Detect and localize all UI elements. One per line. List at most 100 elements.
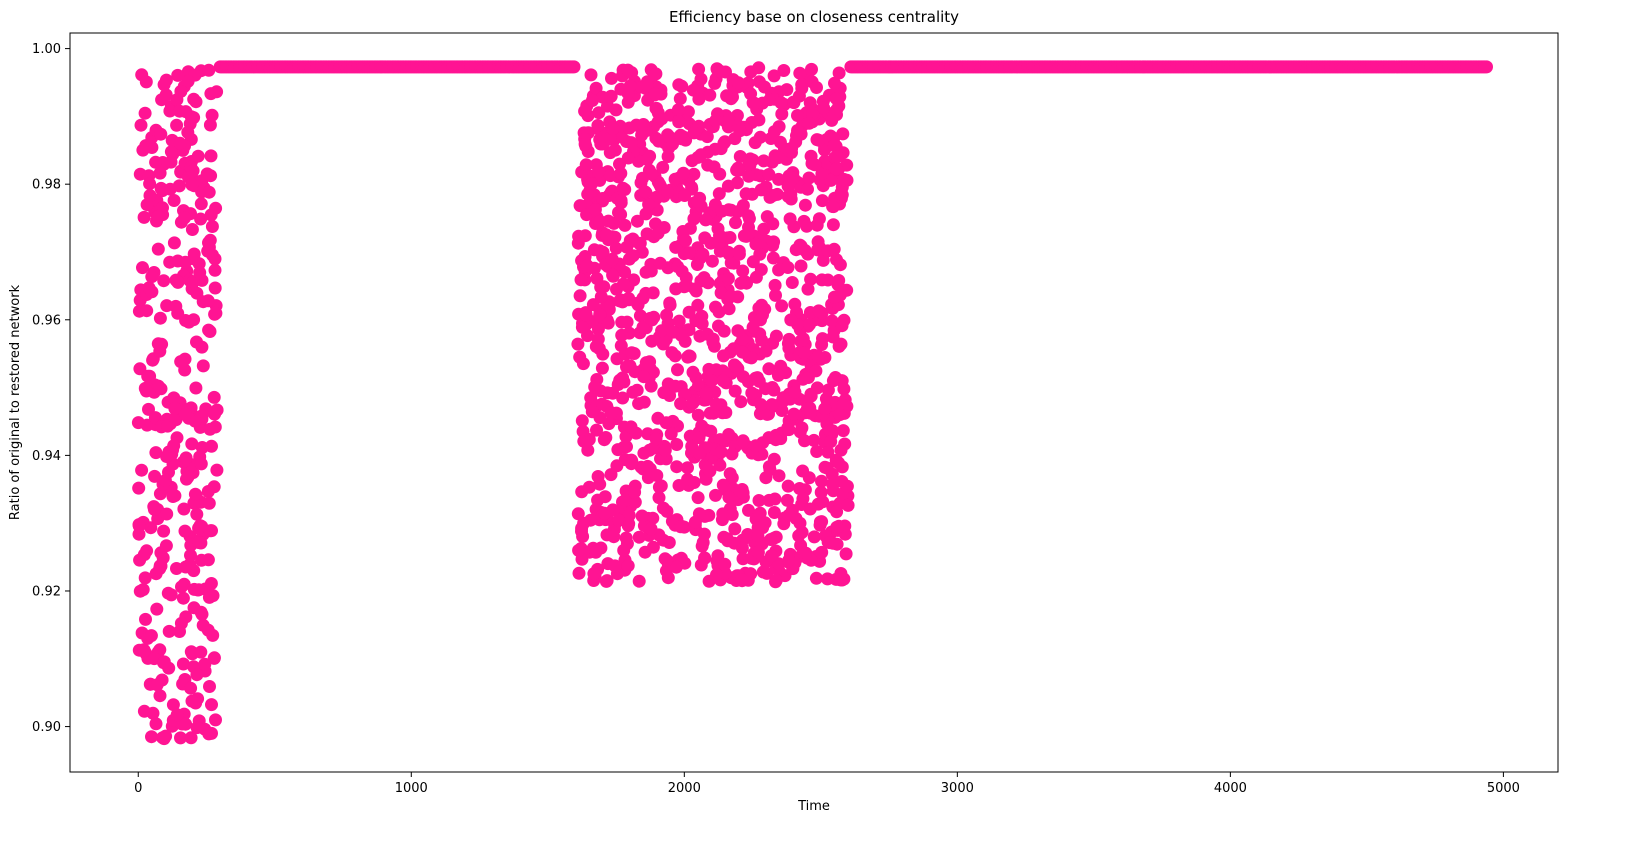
data-point — [137, 644, 151, 658]
data-point — [720, 89, 734, 103]
data-point — [181, 125, 195, 139]
data-point — [149, 446, 163, 460]
data-point — [759, 344, 773, 358]
data-point — [171, 68, 185, 82]
data-point — [650, 101, 663, 115]
data-point — [815, 545, 829, 559]
data-point — [783, 212, 797, 226]
data-point — [768, 492, 782, 506]
data-point — [703, 88, 717, 102]
data-point — [162, 624, 176, 638]
data-point — [686, 365, 700, 379]
data-point — [611, 443, 625, 457]
data-point — [204, 208, 218, 222]
data-point — [179, 451, 193, 465]
data-point — [668, 349, 682, 363]
data-point — [663, 298, 677, 312]
data-point — [795, 81, 809, 95]
data-point — [731, 76, 745, 90]
data-point — [194, 212, 208, 226]
data-point — [604, 406, 618, 420]
data-point — [178, 407, 192, 421]
data-point — [593, 308, 607, 321]
data-point — [693, 446, 706, 460]
data-point — [646, 511, 660, 525]
data-point — [204, 169, 218, 183]
data-point — [614, 208, 628, 221]
data-point — [729, 216, 742, 230]
data-point — [131, 416, 145, 430]
data-point — [139, 384, 153, 398]
data-point — [706, 332, 720, 346]
data-point — [746, 255, 760, 269]
data-point — [161, 419, 175, 433]
data-point — [190, 286, 204, 300]
data-point — [623, 359, 637, 373]
data-point — [656, 160, 670, 174]
data-point — [669, 560, 683, 574]
data-point — [596, 245, 610, 259]
data-point — [827, 242, 841, 256]
data-point — [784, 313, 798, 327]
data-point — [193, 519, 207, 533]
data-point — [722, 428, 736, 441]
data-point — [802, 116, 816, 130]
data-point — [204, 577, 218, 590]
data-point — [662, 130, 676, 144]
data-point — [661, 185, 675, 199]
data-point — [646, 286, 660, 300]
data-point — [793, 482, 807, 495]
data-point — [815, 474, 828, 488]
data-point — [666, 325, 680, 339]
data-point — [686, 396, 700, 410]
data-point — [825, 113, 839, 127]
data-point — [751, 529, 765, 543]
data-point — [202, 496, 216, 510]
data-point — [178, 211, 191, 225]
data-point — [190, 668, 204, 682]
data-point — [208, 281, 222, 295]
data-point — [205, 439, 218, 453]
data-point — [673, 92, 687, 106]
data-point — [610, 459, 624, 473]
data-point — [674, 520, 688, 534]
data-point — [646, 540, 660, 554]
data-point — [709, 488, 722, 502]
data-point — [157, 524, 171, 538]
data-point — [762, 362, 776, 376]
data-point — [774, 96, 788, 109]
data-point — [733, 123, 747, 137]
data-point — [728, 384, 742, 398]
data-point — [733, 150, 747, 163]
data-point — [159, 88, 173, 102]
data-point — [754, 398, 768, 412]
data-point — [834, 443, 848, 457]
data-point — [166, 698, 180, 712]
data-point — [742, 169, 756, 183]
data-point — [795, 421, 809, 435]
data-point — [155, 337, 169, 351]
data-point — [674, 397, 688, 411]
data-point — [588, 380, 602, 394]
data-point — [800, 219, 814, 233]
data-point — [143, 177, 157, 191]
data-point — [793, 66, 807, 80]
data-point — [745, 386, 759, 400]
data-point — [798, 434, 811, 448]
data-point — [608, 559, 622, 573]
data-point — [841, 498, 855, 512]
data-point — [581, 443, 595, 457]
data-point — [201, 623, 215, 637]
data-point — [153, 311, 167, 325]
data-point — [187, 92, 201, 106]
data-point — [205, 698, 218, 712]
data-point — [656, 533, 670, 547]
plot-frame — [69, 32, 1559, 773]
data-point — [625, 346, 639, 360]
data-point — [164, 145, 178, 159]
data-point — [736, 264, 750, 278]
data-point — [635, 509, 649, 523]
data-point — [184, 645, 198, 659]
data-point — [619, 430, 633, 444]
data-point — [585, 405, 599, 419]
